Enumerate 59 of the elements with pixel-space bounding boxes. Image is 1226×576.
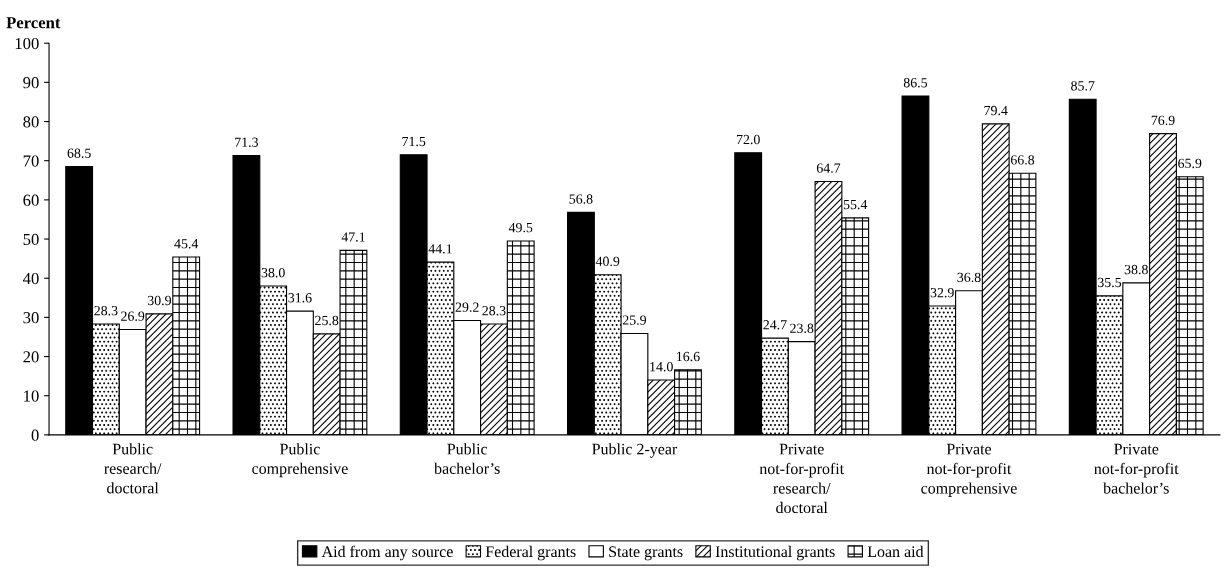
y-tick-label: 10 <box>24 390 39 402</box>
y-tick-label: 30 <box>23 312 39 324</box>
y-axis-title: Percent <box>6 17 61 29</box>
data-label: 36.8 <box>957 272 981 283</box>
legend-label: Institutional grants <box>715 545 835 561</box>
data-label: 47.1 <box>341 232 365 242</box>
data-label: 65.9 <box>1178 158 1202 169</box>
data-label: 72.0 <box>736 134 760 145</box>
y-tick-label: 90 <box>23 77 39 89</box>
data-label: 71.3 <box>235 137 259 147</box>
y-tick-label: 60 <box>23 194 39 206</box>
data-label: 35.5 <box>1097 277 1122 288</box>
data-label: 55.4 <box>843 199 868 210</box>
data-label: 44.1 <box>428 244 452 254</box>
legend-label: Federal grants <box>485 545 576 561</box>
data-label: 49.5 <box>508 222 533 233</box>
legend-label: State grants <box>609 546 683 561</box>
data-label: 32.9 <box>930 287 954 298</box>
data-label: 30.9 <box>147 295 172 306</box>
legend-label: Loan aid <box>867 545 924 558</box>
y-tick-label: 50 <box>23 233 39 245</box>
data-label: 76.9 <box>1151 115 1175 126</box>
data-label: 28.3 <box>94 305 118 316</box>
data-label: 28.3 <box>482 305 506 316</box>
data-label: 45.4 <box>174 239 199 249</box>
data-label: 24.7 <box>763 320 787 330</box>
x-tick-label: Private not-for-profit bachelor’s <box>1094 443 1179 494</box>
data-label: 38.8 <box>1124 264 1148 275</box>
legend-label: Aid from any source <box>321 545 453 561</box>
x-tick-label: Private not-for-profit comprehensive <box>921 443 1017 497</box>
x-tick-label: Private not-for-profit research/ doctoral <box>759 443 845 514</box>
x-tick-label: Public comprehensive <box>252 443 348 478</box>
data-label: 66.8 <box>1010 155 1035 165</box>
data-label: 38.0 <box>261 267 285 278</box>
data-label: 64.7 <box>816 163 841 173</box>
data-label: 26.9 <box>121 311 145 321</box>
y-tick-label: 40 <box>22 272 39 285</box>
data-label: 23.8 <box>790 323 814 334</box>
data-label: 25.8 <box>315 315 339 326</box>
x-tick-label: Public research/ doctoral <box>104 443 162 494</box>
y-tick-label: 0 <box>31 429 39 441</box>
data-label: 86.5 <box>903 78 928 88</box>
data-label: 68.5 <box>67 148 91 158</box>
data-label: 16.6 <box>677 351 700 362</box>
data-label: 31.6 <box>288 293 312 303</box>
data-label: 56.8 <box>569 194 593 204</box>
y-tick-label: 80 <box>23 116 39 128</box>
data-label: 29.2 <box>455 302 479 312</box>
y-tick-label: 70 <box>23 155 39 167</box>
data-label: 71.5 <box>402 136 426 147</box>
data-label: 85.7 <box>1071 81 1095 91</box>
x-tick-label: Public 2-year <box>592 443 678 458</box>
x-tick-label: Public bachelor’s <box>434 443 500 474</box>
y-tick-label: 100 <box>15 37 39 50</box>
data-label: 40.9 <box>595 256 620 267</box>
data-label: 25.9 <box>622 315 647 325</box>
y-tick-label: 20 <box>23 351 39 363</box>
data-label: 79.4 <box>984 105 1008 116</box>
data-label: 14.0 <box>650 361 673 372</box>
